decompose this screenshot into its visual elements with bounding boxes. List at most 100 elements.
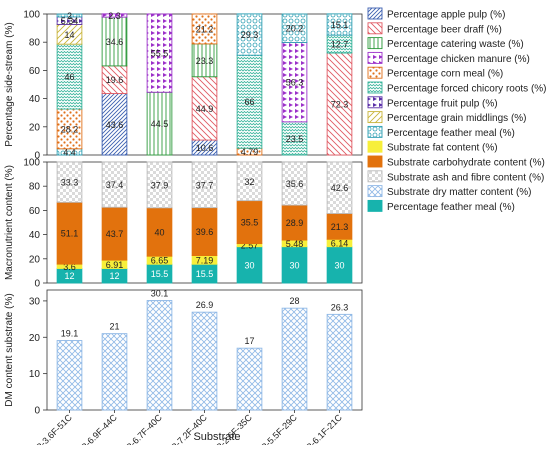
legend-swatch: [367, 140, 383, 153]
legend-label: Percentage corn meal (%): [387, 69, 503, 80]
y-tick-label: 0: [34, 279, 40, 290]
bar-segment-featherc: [281, 13, 308, 43]
data-label: 19.1: [61, 329, 79, 339]
bar-segment-carb: [146, 207, 173, 257]
legend-item: Substrate dry matter content (%): [367, 185, 532, 198]
bar-segment-ash: [191, 161, 218, 209]
y-tick-label: 60: [29, 206, 41, 217]
bar-segment-catering: [191, 43, 218, 78]
legend-label: Percentage feather meal (%): [387, 202, 515, 213]
legend-item: Percentage catering waste (%): [367, 37, 524, 50]
bar-segment-protein: [281, 246, 308, 284]
bar-segment-chicken: [146, 13, 173, 93]
data-label: 28.9: [286, 218, 304, 228]
data-label: 3.6: [63, 262, 76, 272]
data-label: 12: [109, 271, 119, 281]
data-label: 30: [244, 260, 254, 270]
bar-segment-chicken: [101, 13, 128, 18]
data-label: 4.79: [241, 147, 259, 157]
bar-segment-dm: [191, 311, 218, 411]
data-label: 6.14: [331, 238, 349, 248]
legend-swatch: [367, 185, 383, 198]
x-tick-label: 15.5P-6.7F-40C: [112, 412, 165, 445]
data-label: 21.2: [196, 24, 214, 34]
legend-item: Percentage apple pulp (%): [367, 7, 505, 21]
legend-item: Substrate carbohydrate content (%): [367, 155, 545, 169]
data-label: 43.7: [106, 229, 124, 239]
bar-segment-featherc: [56, 13, 83, 18]
bar-segment-carb: [236, 200, 263, 245]
data-label: 28.2: [61, 124, 79, 134]
data-label: 40: [154, 227, 164, 237]
legend-swatch: [367, 125, 383, 138]
data-label: 26.3: [331, 302, 349, 312]
bar-segment-ash: [281, 161, 308, 206]
legend-swatch: [367, 96, 383, 109]
legend-label: Percentage grain middlings (%): [387, 113, 527, 124]
bar-segment-featherc: [326, 13, 353, 36]
y-axis-label: DM content substrate (%): [4, 293, 15, 406]
data-label: 42.6: [331, 183, 349, 193]
legend-label: Percentage beer draff (%): [387, 24, 502, 35]
legend-label: Substrate ash and fibre content (%): [387, 172, 544, 183]
x-axis-title: Substrate: [193, 431, 240, 443]
legend-swatch: [367, 111, 383, 124]
legend-label: Percentage catering waste (%): [387, 39, 524, 50]
legend-item: Percentage feather meal (%): [367, 199, 515, 213]
x-tick-label: 30P-6.1F-21C: [297, 412, 344, 445]
x-tick-label: 12P-3.6F-51C: [27, 412, 74, 445]
data-label: 28: [289, 296, 299, 306]
data-label: 51.1: [61, 229, 79, 239]
data-label: 21: [109, 322, 119, 332]
data-label: 17: [244, 336, 254, 346]
data-label: 32: [244, 177, 254, 187]
y-tick-label: 40: [29, 94, 41, 105]
legend-swatch: [367, 7, 383, 20]
y-tick-label: 100: [23, 10, 40, 21]
data-label: 43.6: [106, 120, 124, 130]
data-label: 37.7: [196, 180, 214, 190]
bar-segment-catering: [146, 91, 173, 156]
legend: Percentage apple pulp (%) Percentage beer…: [367, 7, 547, 213]
legend-swatch: [367, 155, 383, 168]
bar-segment-dm: [101, 333, 128, 411]
legend-label: Percentage apple pulp (%): [387, 10, 505, 21]
panel-1: 0 20 40 60 80 100 Percentage side-stream (%) 4.…: [4, 10, 363, 162]
data-label: 55.5: [151, 49, 169, 59]
y-tick-label: 0: [34, 151, 40, 162]
data-label: 2.3: [108, 11, 121, 21]
data-label: 15.5: [151, 269, 169, 279]
data-label: 39.6: [196, 227, 214, 237]
legend-item: Percentage chicken manure (%): [367, 51, 530, 65]
y-tick-label: 40: [29, 230, 41, 241]
data-label: 10.6: [196, 143, 214, 153]
y-tick-label: 60: [29, 66, 41, 77]
legend-label: Percentage forced chicory roots (%): [387, 84, 547, 95]
bar-segment-dm: [146, 300, 173, 411]
data-label: 12.7: [331, 40, 349, 50]
legend-swatch: [367, 22, 383, 35]
data-label: 2.57: [241, 241, 259, 251]
bar-segment-chicory: [56, 43, 83, 110]
data-label: 29.3: [241, 30, 259, 40]
bar-segment-corn: [191, 13, 218, 45]
data-label: 30: [289, 260, 299, 270]
data-label: 23.5: [286, 134, 304, 144]
data-label: 66: [244, 97, 254, 107]
data-label: 6.91: [106, 260, 124, 270]
y-axis-label: Macronutrient content (%): [4, 165, 15, 280]
data-label: 26.9: [196, 300, 214, 310]
data-label: 33.3: [61, 178, 79, 188]
y-tick-label: 0: [34, 406, 40, 417]
legend-label: Percentage chicken manure (%): [387, 54, 530, 65]
y-tick-label: 20: [29, 122, 41, 133]
legend-item: Substrate fat content (%): [367, 140, 498, 154]
legend-item: Percentage grain middlings (%): [367, 111, 527, 124]
y-tick-label: 20: [29, 254, 41, 265]
data-label: 30.1: [151, 289, 169, 299]
bar-segment-dm: [56, 340, 83, 411]
bar-segment-dm: [236, 347, 263, 411]
data-label: 46: [64, 72, 74, 82]
